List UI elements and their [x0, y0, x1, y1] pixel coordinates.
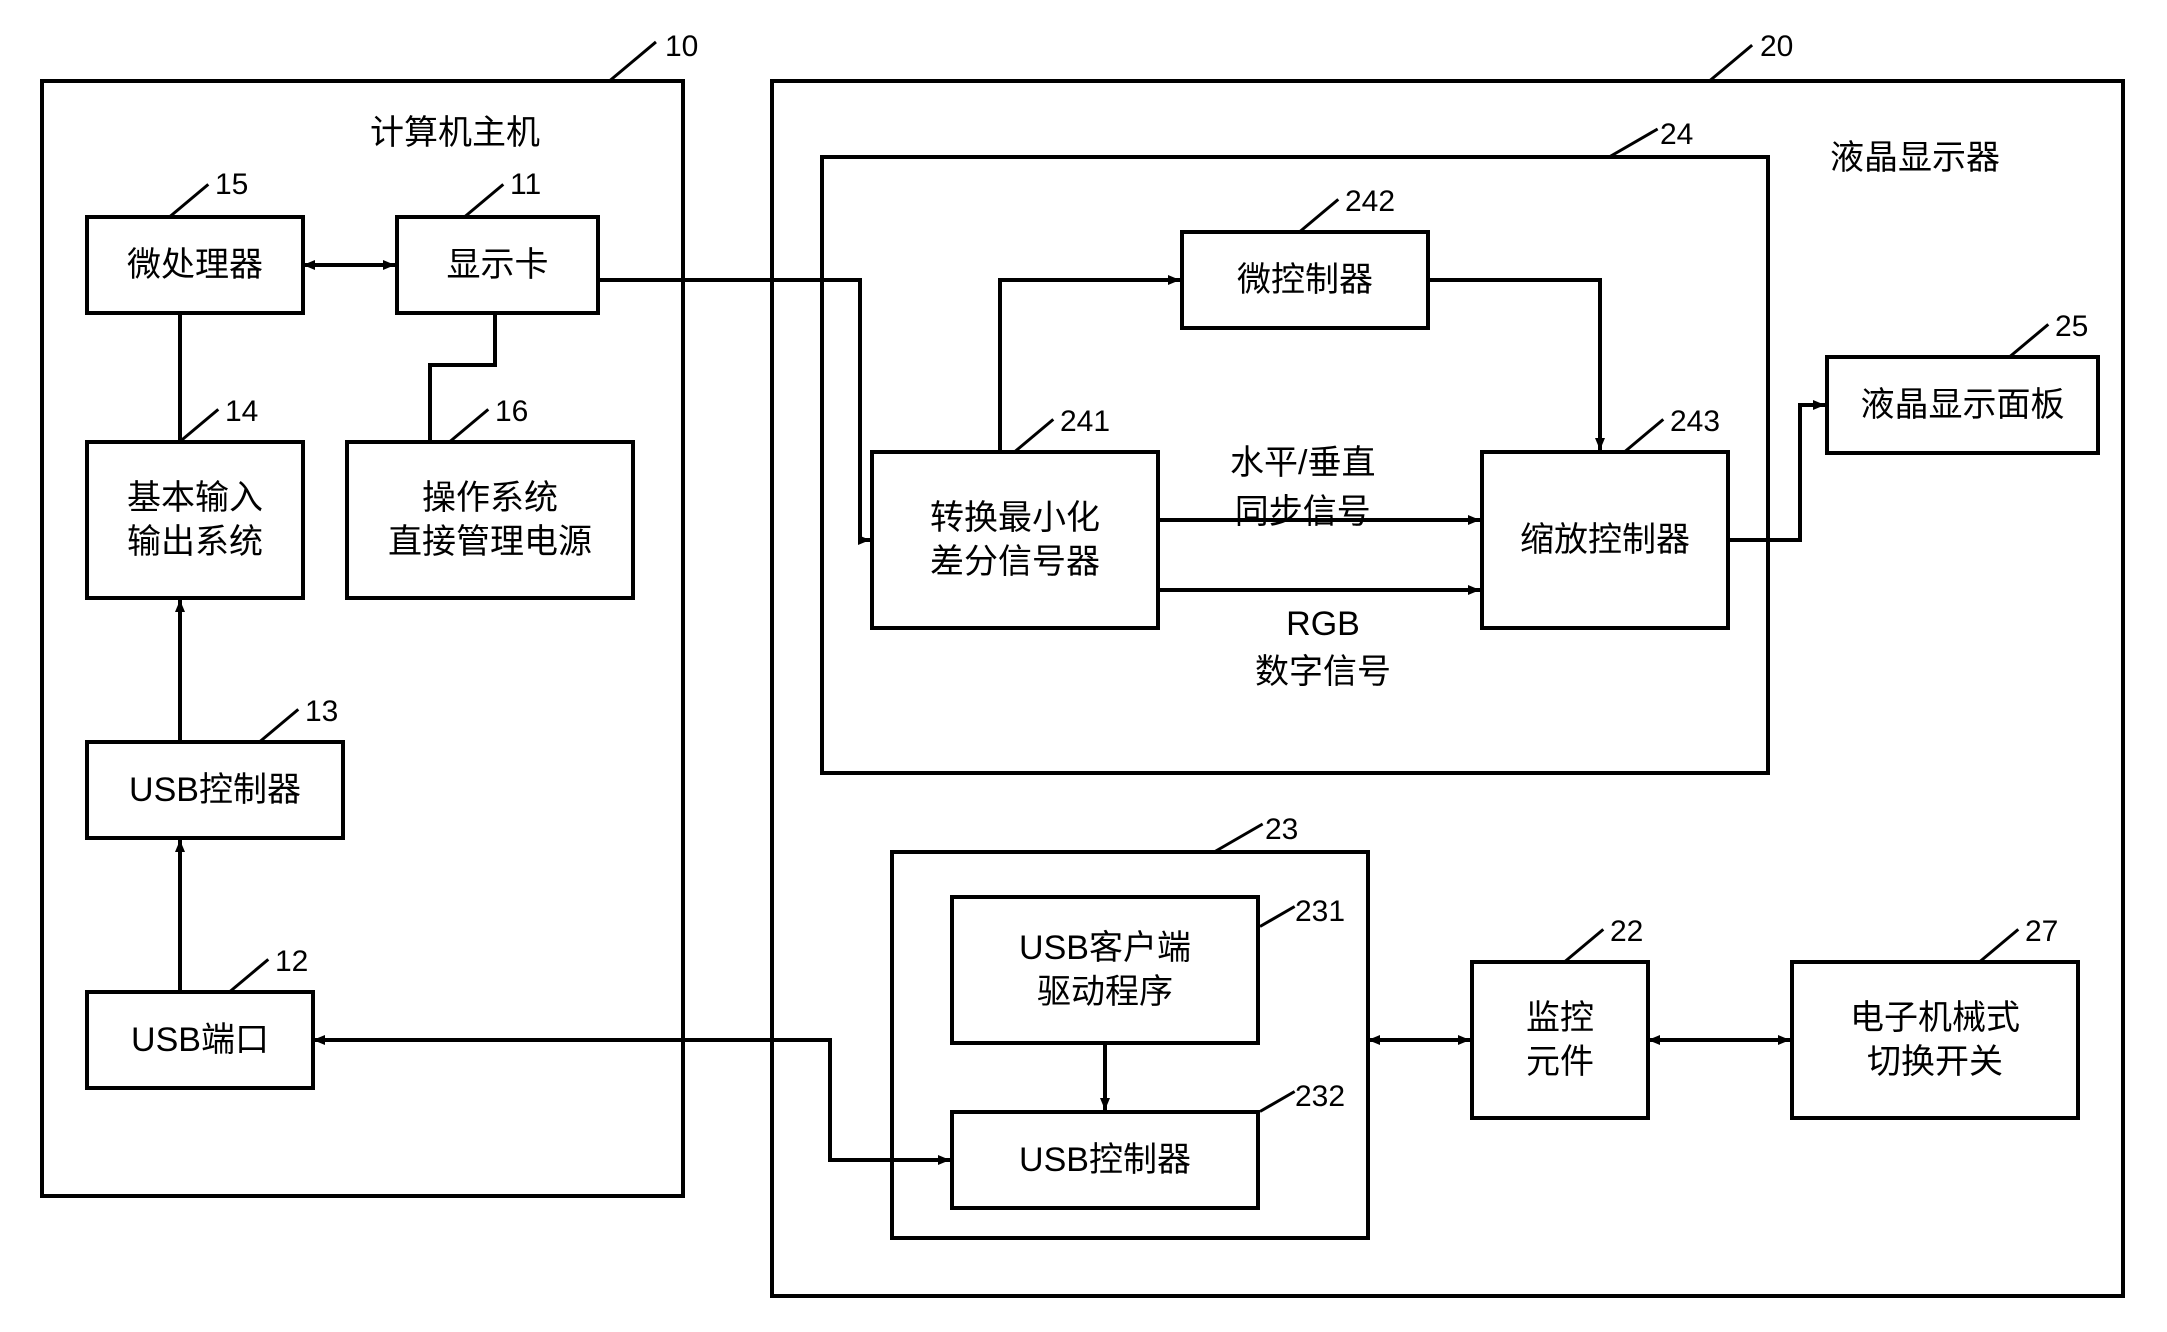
group24-num: 24: [1660, 118, 1693, 152]
box15-num: 15: [215, 168, 248, 202]
box-switch: 电子机械式 切换开关: [1790, 960, 2080, 1120]
host-num: 10: [665, 30, 698, 64]
box243-num: 243: [1670, 405, 1720, 439]
box-os-power: 操作系统 直接管理电源: [345, 440, 635, 600]
box241-text: 转换最小化 差分信号器: [930, 496, 1100, 584]
box-usb-controller-display: USB控制器: [950, 1110, 1260, 1210]
box242-num: 242: [1345, 185, 1395, 219]
box-usb-client-driver: USB客户端 驱动程序: [950, 895, 1260, 1045]
box-scaler: 缩放控制器: [1480, 450, 1730, 630]
box232-num: 232: [1295, 1080, 1345, 1114]
box-bios: 基本输入 输出系统: [85, 440, 305, 600]
box-display-card: 显示卡: [395, 215, 600, 315]
box22-text: 监控 元件: [1526, 996, 1594, 1084]
box25-text: 液晶显示面板: [1861, 383, 2065, 427]
box-lcd-panel: 液晶显示面板: [1825, 355, 2100, 455]
box25-num: 25: [2055, 310, 2088, 344]
display-callout: [1709, 44, 1753, 82]
box12-num: 12: [275, 945, 308, 979]
box-usb-port: USB端口: [85, 990, 315, 1090]
box16-num: 16: [495, 395, 528, 429]
box12-text: USB端口: [131, 1018, 269, 1062]
box13-num: 13: [305, 695, 338, 729]
box11-text: 显示卡: [447, 243, 549, 287]
box231-text: USB客户端 驱动程序: [1019, 926, 1191, 1014]
box-usb-controller-host: USB控制器: [85, 740, 345, 840]
box27-num: 27: [2025, 915, 2058, 949]
host-title: 计算机主机: [370, 105, 540, 154]
box231-num: 231: [1295, 895, 1345, 929]
diagram-canvas: 10 计算机主机 微处理器 15 显示卡 11 基本输入 输出系统 14 操作系…: [0, 0, 2167, 1332]
box-microprocessor: 微处理器: [85, 215, 305, 315]
sig-top-label: 水平/垂直 同步信号: [1230, 435, 1375, 533]
box242-text: 微控制器: [1237, 258, 1373, 302]
group23-num: 23: [1265, 813, 1298, 847]
box-tmds: 转换最小化 差分信号器: [870, 450, 1160, 630]
box241-num: 241: [1060, 405, 1110, 439]
box-micro-controller: 微控制器: [1180, 230, 1430, 330]
box232-text: USB控制器: [1019, 1138, 1191, 1182]
sig-bot-label: RGB 数字信号: [1255, 605, 1391, 693]
box-monitor-element: 监控 元件: [1470, 960, 1650, 1120]
display-num: 20: [1760, 30, 1793, 64]
host-callout: [609, 41, 657, 82]
box243-text: 缩放控制器: [1520, 518, 1690, 562]
box16-text: 操作系统 直接管理电源: [388, 476, 592, 564]
box14-text: 基本输入 输出系统: [127, 476, 263, 564]
box15-text: 微处理器: [127, 243, 263, 287]
box11-num: 11: [510, 168, 541, 202]
box14-num: 14: [225, 395, 258, 429]
box13-text: USB控制器: [129, 768, 301, 812]
box27-text: 电子机械式 切换开关: [1850, 996, 2020, 1084]
box22-num: 22: [1610, 915, 1643, 949]
display-title: 液晶显示器: [1830, 130, 2000, 179]
